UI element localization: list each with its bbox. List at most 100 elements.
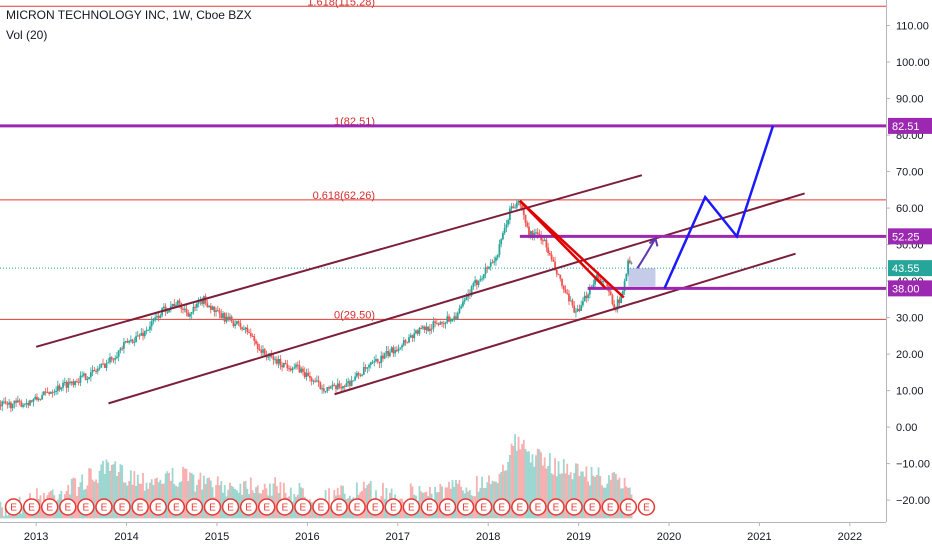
earnings-marker[interactable] [294, 498, 312, 516]
price-tick-label: 0.00 [896, 422, 917, 434]
volume-bar [96, 482, 99, 519]
volume-bar [128, 481, 131, 519]
earnings-marker[interactable] [257, 498, 276, 516]
earnings-marker[interactable] [493, 498, 511, 516]
candle-body [342, 386, 344, 389]
earnings-marker[interactable] [474, 498, 493, 516]
candle-body [526, 222, 529, 227]
earnings-marker-label: E [300, 503, 307, 514]
earnings-marker[interactable] [348, 498, 366, 516]
volume-bar [569, 472, 572, 519]
price-tag[interactable] [888, 280, 932, 297]
earnings-marker[interactable] [438, 498, 457, 516]
earnings-marker-label: E [101, 503, 108, 514]
candle-body [317, 380, 320, 383]
candle-body [44, 391, 47, 393]
earnings-marker[interactable] [95, 498, 113, 516]
candle-body [448, 316, 450, 322]
earnings-marker[interactable] [565, 498, 583, 516]
candle-body [69, 381, 71, 384]
price-tag[interactable] [888, 117, 932, 134]
earnings-marker[interactable] [420, 498, 439, 516]
earnings-marker[interactable] [203, 498, 222, 516]
candle-body [599, 278, 602, 283]
earnings-marker[interactable] [583, 498, 601, 516]
candle-body [315, 380, 318, 382]
volume-indicator-label[interactable]: Vol (20) [6, 28, 48, 42]
time-tick-label: 2018 [476, 531, 500, 543]
candle-body [63, 381, 66, 383]
earnings-marker[interactable] [131, 498, 149, 516]
earnings-marker[interactable] [529, 498, 547, 516]
earnings-marker[interactable] [77, 498, 95, 516]
earnings-marker[interactable] [239, 498, 258, 516]
earnings-marker[interactable] [167, 498, 186, 516]
price-tag-label: 52.25 [892, 231, 920, 243]
volume-bar [93, 481, 96, 519]
candle-body [444, 322, 447, 324]
earnings-marker[interactable] [149, 498, 167, 516]
earnings-marker[interactable] [40, 498, 59, 516]
volume-bar [326, 507, 329, 519]
volume-bar [512, 445, 515, 519]
earnings-marker-label: E [227, 503, 234, 514]
price-tag[interactable] [888, 228, 932, 245]
earnings-marker[interactable] [22, 498, 41, 516]
candle-body [512, 206, 515, 208]
candle-body [124, 341, 127, 343]
candle-body [576, 308, 579, 312]
volume-bar [206, 478, 209, 519]
earnings-marker[interactable] [619, 498, 638, 516]
trend-channel-line[interactable] [334, 252, 796, 396]
earnings-marker[interactable] [113, 498, 131, 516]
candle-body [361, 374, 363, 376]
earnings-marker[interactable] [185, 498, 204, 516]
volume-bar [489, 484, 492, 519]
earnings-marker[interactable] [402, 498, 421, 516]
trend-channel-line[interactable] [35, 174, 643, 348]
earnings-marker[interactable] [330, 498, 348, 516]
earnings-marker[interactable] [4, 498, 23, 516]
earnings-marker[interactable] [276, 498, 294, 516]
volume-bar [515, 450, 518, 519]
earnings-marker[interactable] [547, 498, 565, 516]
volume-bar [129, 470, 132, 519]
earnings-marker-label: E [83, 503, 90, 514]
candle-body [256, 343, 259, 349]
candle-body [234, 324, 237, 326]
candle-body [503, 227, 506, 234]
candle-body [34, 396, 37, 400]
candle-body [48, 392, 51, 394]
earnings-marker[interactable] [637, 498, 656, 516]
candle-body [117, 350, 120, 357]
volume-bar [16, 514, 19, 519]
candle-body [491, 262, 494, 264]
earnings-marker[interactable] [59, 498, 77, 516]
earnings-marker[interactable] [511, 498, 529, 516]
price-tag[interactable] [888, 260, 932, 277]
volume-bar [202, 475, 205, 519]
volume-bar [164, 473, 167, 519]
candle-body [55, 391, 57, 393]
triangle-line[interactable] [518, 199, 607, 290]
projection-path[interactable] [663, 125, 775, 289]
earnings-marker[interactable] [312, 498, 330, 516]
volume-bar [91, 479, 94, 519]
candle-body [119, 348, 122, 351]
candle-body [585, 295, 588, 299]
earnings-marker[interactable] [456, 498, 475, 516]
earnings-marker[interactable] [221, 498, 240, 516]
volume-bar [495, 481, 497, 519]
arrow-curve[interactable] [636, 237, 657, 269]
candle-body [305, 372, 308, 378]
earnings-marker[interactable] [366, 498, 384, 516]
candle-body [587, 294, 590, 299]
candle-body [213, 306, 216, 312]
earnings-marker[interactable] [601, 498, 620, 516]
candle-body [475, 280, 478, 286]
candle-body [241, 327, 244, 330]
earnings-marker[interactable] [384, 498, 403, 516]
trend-channel-line[interactable] [108, 192, 805, 405]
candle-body [630, 262, 633, 264]
